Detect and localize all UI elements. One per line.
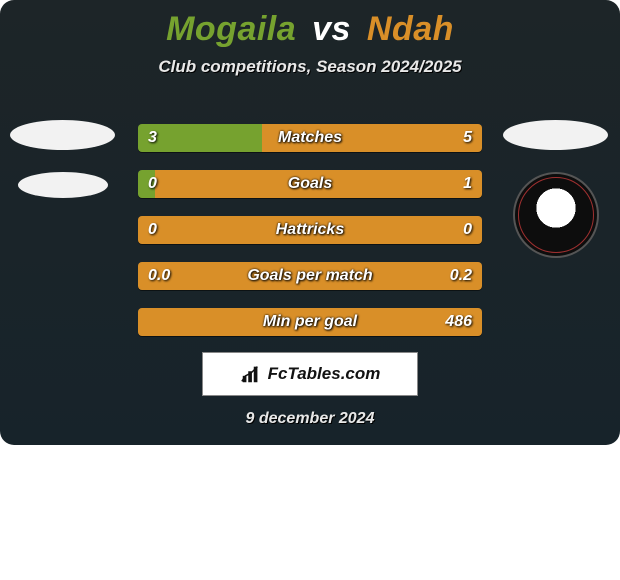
right-club-badges [503,120,608,258]
stat-bar-left-value: 0 [148,216,157,244]
stat-bar-row: Hattricks00 [138,216,482,244]
player2-name: Ndah [367,10,454,48]
player1-name: Mogaila [166,10,296,48]
stat-bar-right-value: 0.2 [450,262,472,290]
stat-bar-row: Goals per match0.00.2 [138,262,482,290]
subtitle: Club competitions, Season 2024/2025 [0,57,620,77]
stat-bar-left-value: 0 [148,170,157,198]
stat-bar-right-segment [155,170,482,198]
club-badge-placeholder [503,120,608,150]
stat-bar-right-segment [138,216,482,244]
stat-bar-left-value: 0.0 [148,262,170,290]
page-title: Mogaila vs Ndah [0,0,620,49]
club-crest-icon [513,172,599,258]
vs-text: vs [312,10,351,48]
stat-bar-right-value: 5 [463,124,472,152]
club-badge-placeholder [10,120,115,150]
bar-chart-icon [240,363,262,385]
date-line: 9 december 2024 [0,410,620,428]
stat-bar-left-value: 3 [148,124,157,152]
stat-bars: Matches35Goals01Hattricks00Goals per mat… [138,124,482,336]
left-club-badges [10,120,115,198]
club-badge-placeholder [18,172,108,198]
stat-bar-right-value: 1 [463,170,472,198]
stat-bar-row: Min per goal486 [138,308,482,336]
stat-bar-right-segment [138,262,482,290]
stat-bar-right-value: 0 [463,216,472,244]
stat-bar-row: Goals01 [138,170,482,198]
brand-text: FcTables.com [268,364,381,384]
stat-bar-row: Matches35 [138,124,482,152]
comparison-panel: Mogaila vs Ndah Club competitions, Seaso… [0,0,620,445]
stat-bar-right-value: 486 [445,308,472,336]
stat-bar-right-segment [262,124,482,152]
brand-badge[interactable]: FcTables.com [202,352,418,396]
stat-bar-right-segment [138,308,482,336]
